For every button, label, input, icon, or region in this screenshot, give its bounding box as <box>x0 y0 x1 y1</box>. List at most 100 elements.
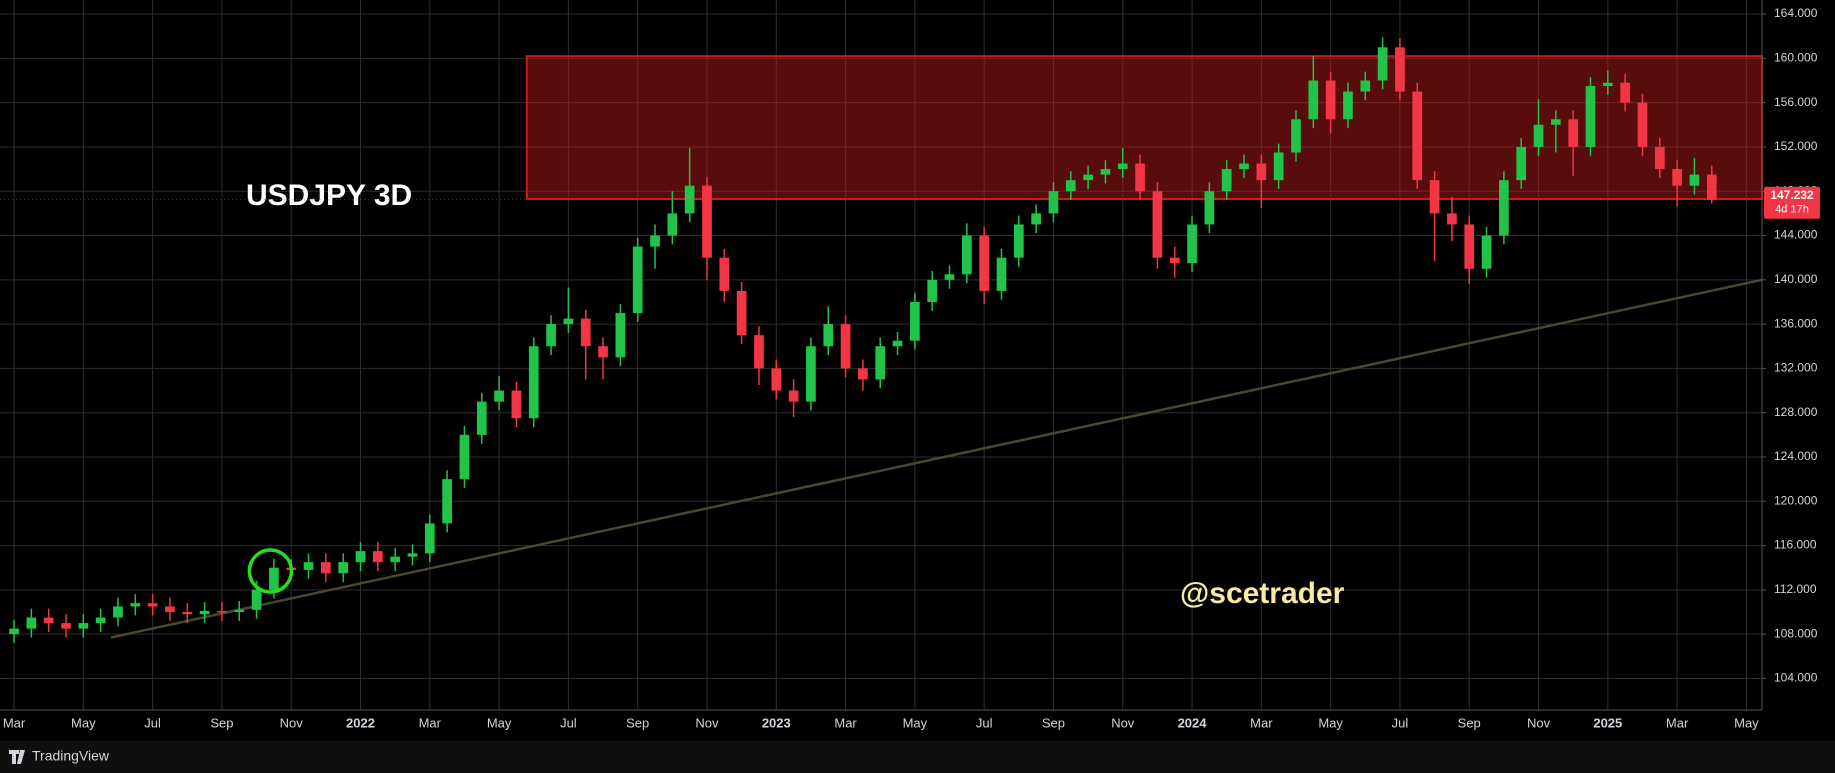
candle-body <box>9 628 19 635</box>
candle-body <box>78 623 89 629</box>
x-tick-label: Nov <box>280 715 304 730</box>
candle-body <box>1360 80 1371 92</box>
candle-body <box>459 434 470 480</box>
candle-body <box>182 612 193 615</box>
logo[interactable] <box>9 750 25 764</box>
candle-body <box>43 617 54 624</box>
candle-body <box>199 610 210 615</box>
footer-text[interactable]: TradingView <box>32 748 110 764</box>
candle-body <box>1256 163 1267 181</box>
candle-body <box>147 603 158 607</box>
candle-body <box>1100 169 1111 175</box>
candle-body <box>113 606 123 618</box>
x-tick-label: Nov <box>695 715 719 730</box>
candle-body <box>303 562 314 570</box>
candle-body <box>1620 82 1630 103</box>
candle-body <box>1291 119 1301 153</box>
candle-body <box>563 318 574 325</box>
candle-body <box>476 401 487 435</box>
candle-body <box>407 553 418 557</box>
candle-body <box>1308 80 1319 120</box>
candle-body <box>95 617 106 624</box>
candle-body <box>632 246 643 314</box>
y-tick-label: 156.000 <box>1774 95 1818 109</box>
x-tick-label: May <box>903 715 928 730</box>
y-tick-label: 152.000 <box>1774 139 1818 153</box>
candle-body <box>961 235 972 275</box>
candle-body <box>806 346 816 402</box>
candle-body <box>1377 47 1388 81</box>
candle-body <box>251 589 262 610</box>
y-tick-label: 164.000 <box>1774 6 1818 20</box>
y-tick-label: 140.000 <box>1774 272 1818 286</box>
candle-body <box>511 390 522 419</box>
y-tick-label: 124.000 <box>1774 449 1818 463</box>
candle-body <box>858 368 868 380</box>
candle-body <box>494 390 504 402</box>
candle-body <box>1447 213 1457 225</box>
candle-body <box>598 346 608 358</box>
y-tick-label: 132.000 <box>1774 361 1818 375</box>
candle-body <box>1706 174 1717 200</box>
x-tick-label: 2022 <box>346 715 375 730</box>
candle-body <box>1602 82 1613 87</box>
candle-body <box>1343 91 1353 120</box>
candle-body <box>1689 174 1700 186</box>
y-tick-label: 136.000 <box>1774 316 1818 330</box>
y-tick-label: 108.000 <box>1774 626 1818 640</box>
candle-body <box>424 523 435 554</box>
candle-body <box>1550 119 1561 125</box>
y-tick-label: 112.000 <box>1774 582 1817 596</box>
candle-body <box>1187 224 1197 264</box>
candle-body <box>996 257 1007 291</box>
candle-body <box>1533 124 1544 147</box>
candle-body <box>754 335 764 369</box>
candle-body <box>217 610 227 613</box>
price-label: 147.232 <box>1770 188 1814 202</box>
candle-body <box>892 340 903 347</box>
candle-body <box>1031 213 1041 225</box>
candle-body <box>1152 191 1163 258</box>
y-tick-label: 144.000 <box>1774 228 1818 242</box>
countdown-label: 4d 17h <box>1775 204 1809 216</box>
x-tick-label: 2023 <box>762 715 791 730</box>
candle-body <box>650 235 660 247</box>
candle-body <box>771 368 782 391</box>
candle-body <box>580 318 591 347</box>
candle-body <box>1204 191 1215 225</box>
candle-body <box>1273 152 1284 181</box>
candle-body <box>1585 86 1596 147</box>
candle-body <box>979 235 990 291</box>
candle-body <box>1481 235 1492 269</box>
candle-body <box>1654 146 1665 170</box>
x-tick-label: May <box>71 715 96 730</box>
candle-body <box>321 562 331 574</box>
x-tick-label: Sep <box>1458 715 1481 730</box>
x-tick-label: Sep <box>210 715 233 730</box>
candle-body <box>546 324 556 347</box>
candle-body <box>1412 91 1423 181</box>
x-tick-label: Nov <box>1527 715 1551 730</box>
candle-body <box>1135 163 1145 192</box>
y-tick-label: 116.000 <box>1774 538 1817 552</box>
candle-body <box>1568 119 1579 147</box>
candle-body <box>130 603 141 607</box>
candle-body <box>1083 174 1093 181</box>
x-tick-label: Mar <box>3 715 26 730</box>
candle-body <box>372 551 383 563</box>
candle-body <box>910 301 920 341</box>
candle-body <box>26 617 37 629</box>
y-tick-label: 128.000 <box>1774 405 1818 419</box>
candle-body <box>234 609 245 613</box>
candle-body <box>1065 180 1076 192</box>
candle-body <box>1429 180 1440 214</box>
highlight-circle <box>247 548 294 594</box>
chart-title: USDJPY 3D <box>246 179 412 212</box>
candle-body <box>840 324 851 369</box>
candle-body <box>269 567 279 590</box>
candle-body <box>875 346 886 380</box>
x-tick-label: Mar <box>419 715 442 730</box>
footer-bar <box>0 741 1835 773</box>
